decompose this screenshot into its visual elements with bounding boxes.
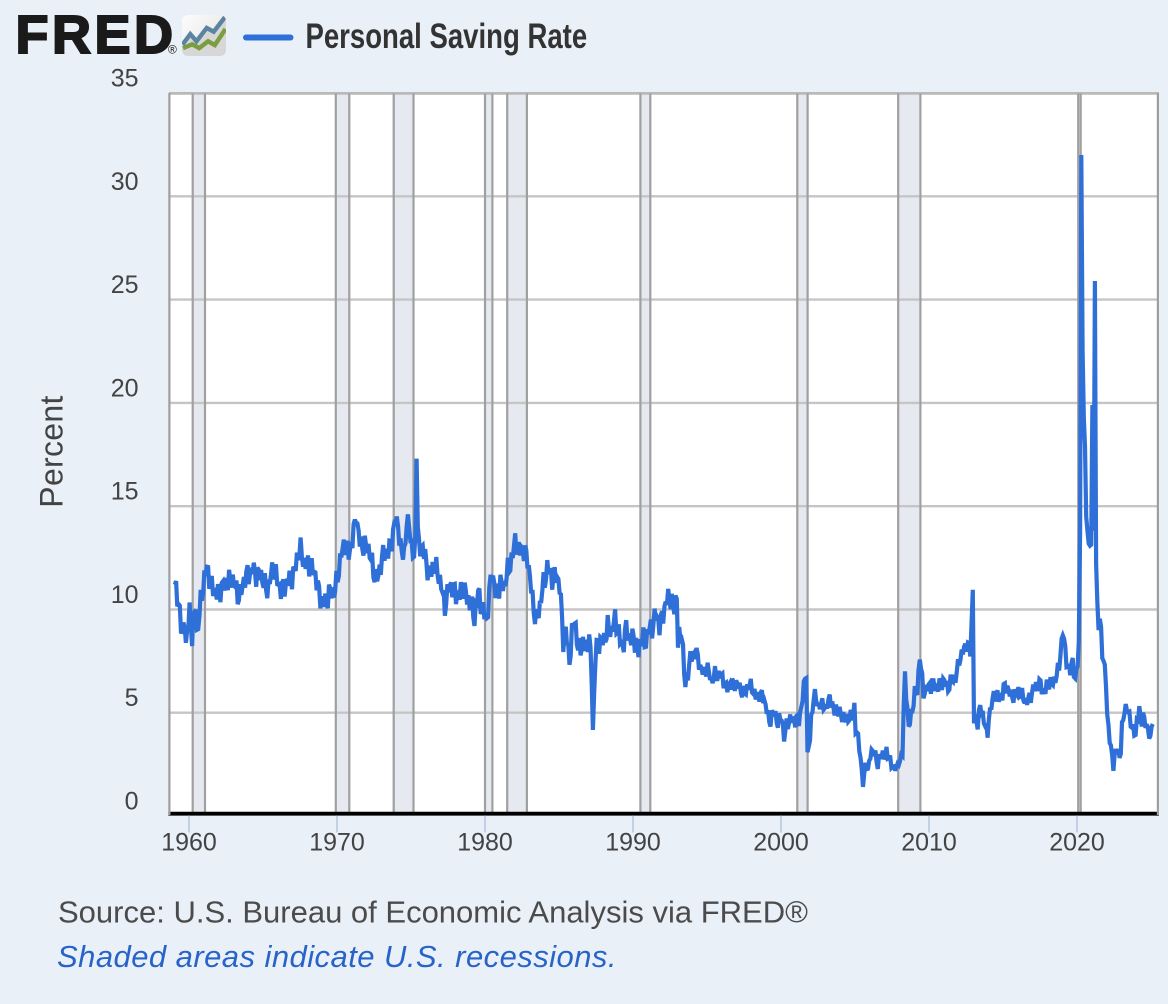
svg-text:®: ® xyxy=(168,43,177,57)
svg-text:2000: 2000 xyxy=(753,829,809,857)
svg-text:5: 5 xyxy=(125,684,139,712)
svg-text:20: 20 xyxy=(111,374,139,402)
svg-text:15: 15 xyxy=(111,478,139,506)
svg-text:1970: 1970 xyxy=(309,829,365,857)
svg-text:Percent: Percent xyxy=(34,395,70,507)
svg-text:Shaded areas indicate U.S. rec: Shaded areas indicate U.S. recessions. xyxy=(57,939,617,974)
svg-text:25: 25 xyxy=(111,271,139,299)
svg-text:35: 35 xyxy=(111,65,139,93)
svg-text:0: 0 xyxy=(125,788,139,816)
svg-text:1960: 1960 xyxy=(161,829,217,857)
svg-text:Personal Saving Rate: Personal Saving Rate xyxy=(306,16,588,56)
svg-text:2010: 2010 xyxy=(901,829,957,857)
svg-text:1980: 1980 xyxy=(457,829,513,857)
svg-text:10: 10 xyxy=(111,581,139,609)
svg-text:30: 30 xyxy=(111,168,139,196)
svg-text:Source: U.S. Bureau of Economi: Source: U.S. Bureau of Economic Analysis… xyxy=(58,895,808,930)
svg-text:1990: 1990 xyxy=(605,829,661,857)
svg-text:2020: 2020 xyxy=(1049,829,1105,857)
svg-text:FRED: FRED xyxy=(16,5,177,65)
